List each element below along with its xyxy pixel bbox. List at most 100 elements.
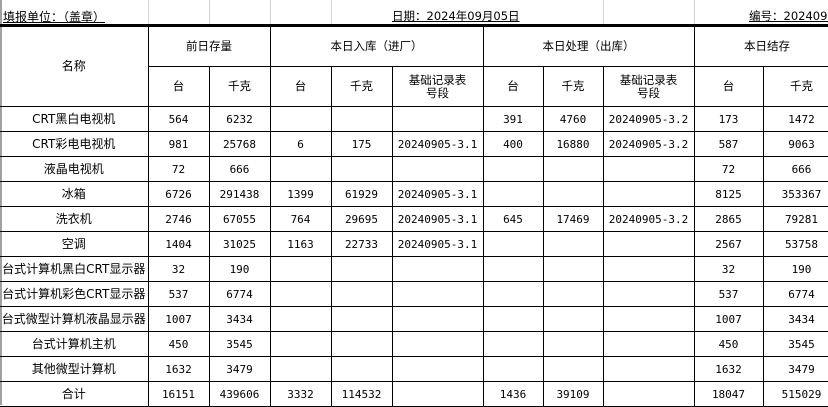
header-out-kg[interactable]: 千克 bbox=[542, 66, 604, 107]
cell-in-kg[interactable] bbox=[330, 106, 393, 132]
date-label[interactable]: 日期：2024年09月05日 bbox=[392, 9, 520, 23]
cell-close-kg[interactable]: 1472 bbox=[762, 106, 828, 132]
cell-prev-kg[interactable]: 190 bbox=[208, 256, 271, 282]
cell-prev-kg[interactable]: 3434 bbox=[208, 306, 271, 332]
cell-out-record-range[interactable]: 20240905-3.2 bbox=[602, 131, 695, 157]
cell-out-record-range[interactable] bbox=[602, 156, 695, 182]
cell-close-units[interactable]: 2865 bbox=[693, 206, 764, 232]
cell-out-kg[interactable]: 39109 bbox=[542, 381, 604, 407]
cell-out-units[interactable] bbox=[482, 156, 544, 182]
cell-close-kg[interactable]: 9063 bbox=[762, 131, 828, 157]
row-name-cell[interactable]: CRT彩电电视机 bbox=[0, 131, 149, 157]
cell-in-kg[interactable] bbox=[330, 331, 393, 357]
cell-prev-units[interactable]: 981 bbox=[147, 131, 210, 157]
cell-out-units[interactable] bbox=[482, 331, 544, 357]
cell-in-record-range[interactable]: 20240905-3.1 bbox=[391, 131, 484, 157]
cell-in-kg[interactable] bbox=[330, 356, 393, 382]
cell-out-kg[interactable] bbox=[542, 256, 604, 282]
cell-out-record-range[interactable] bbox=[602, 306, 695, 332]
header-out-units[interactable]: 台 bbox=[482, 66, 544, 107]
cell-prev-units[interactable]: 32 bbox=[147, 256, 210, 282]
header-in-units[interactable]: 台 bbox=[269, 66, 332, 107]
cell-in-units[interactable] bbox=[269, 156, 332, 182]
cell-out-units[interactable] bbox=[482, 231, 544, 257]
cell-in-record-range[interactable] bbox=[391, 281, 484, 307]
cell-out-kg[interactable]: 4760 bbox=[542, 106, 604, 132]
cell-close-units[interactable]: 537 bbox=[693, 281, 764, 307]
cell-out-units[interactable]: 400 bbox=[482, 131, 544, 157]
cell-prev-units[interactable]: 450 bbox=[147, 331, 210, 357]
cell-in-units[interactable]: 764 bbox=[269, 206, 332, 232]
cell-out-kg[interactable]: 17469 bbox=[542, 206, 604, 232]
cell-prev-units[interactable]: 72 bbox=[147, 156, 210, 182]
cell-in-kg[interactable] bbox=[330, 281, 393, 307]
cell-close-units[interactable]: 173 bbox=[693, 106, 764, 132]
header-name[interactable]: 名称 bbox=[0, 26, 149, 107]
cell-close-kg[interactable]: 53758 bbox=[762, 231, 828, 257]
cell-prev-kg[interactable]: 291438 bbox=[208, 181, 271, 207]
cell-prev-kg[interactable]: 25768 bbox=[208, 131, 271, 157]
unit-label[interactable]: 填报单位：（盖章） bbox=[3, 10, 106, 24]
cell-out-units[interactable] bbox=[482, 356, 544, 382]
cell-close-units[interactable]: 587 bbox=[693, 131, 764, 157]
row-name-cell[interactable]: 台式计算机黑白CRT显示器 bbox=[0, 256, 149, 282]
header-close-kg[interactable]: 千克 bbox=[762, 66, 828, 107]
cell-prev-units[interactable]: 16151 bbox=[147, 381, 210, 407]
cell-out-units[interactable] bbox=[482, 281, 544, 307]
row-name-cell[interactable]: 洗衣机 bbox=[0, 206, 149, 232]
cell-close-units[interactable]: 2567 bbox=[693, 231, 764, 257]
cell-close-kg[interactable]: 190 bbox=[762, 256, 828, 282]
cell-out-kg[interactable] bbox=[542, 356, 604, 382]
row-name-cell[interactable]: 空调 bbox=[0, 231, 149, 257]
cell-prev-kg[interactable]: 666 bbox=[208, 156, 271, 182]
cell-out-units[interactable]: 645 bbox=[482, 206, 544, 232]
cell-in-units[interactable] bbox=[269, 281, 332, 307]
cell-in-units[interactable]: 1163 bbox=[269, 231, 332, 257]
row-name-cell[interactable]: 台式计算机主机 bbox=[0, 331, 149, 357]
cell-out-units[interactable] bbox=[482, 306, 544, 332]
cell-close-units[interactable]: 72 bbox=[693, 156, 764, 182]
cell-close-units[interactable]: 18047 bbox=[693, 381, 764, 407]
cell-prev-units[interactable]: 537 bbox=[147, 281, 210, 307]
cell-close-units[interactable]: 1007 bbox=[693, 306, 764, 332]
cell-out-units[interactable] bbox=[482, 181, 544, 207]
cell-in-record-range[interactable] bbox=[391, 256, 484, 282]
cell-out-kg[interactable] bbox=[542, 306, 604, 332]
cell-in-units[interactable] bbox=[269, 331, 332, 357]
cell-close-units[interactable]: 8125 bbox=[693, 181, 764, 207]
cell-out-record-range[interactable] bbox=[602, 281, 695, 307]
cell-in-record-range[interactable]: 20240905-3.1 bbox=[391, 206, 484, 232]
header-prev-kg[interactable]: 千克 bbox=[208, 66, 271, 107]
cell-close-units[interactable]: 1632 bbox=[693, 356, 764, 382]
header-prev-units[interactable]: 台 bbox=[147, 66, 210, 107]
cell-in-units[interactable]: 1399 bbox=[269, 181, 332, 207]
cell-out-kg[interactable] bbox=[542, 156, 604, 182]
cell-out-kg[interactable]: 16880 bbox=[542, 131, 604, 157]
row-name-cell[interactable]: 液晶电视机 bbox=[0, 156, 149, 182]
cell-in-record-range[interactable] bbox=[391, 306, 484, 332]
cell-in-units[interactable] bbox=[269, 356, 332, 382]
cell-in-record-range[interactable] bbox=[391, 381, 484, 407]
cell-out-units[interactable] bbox=[482, 256, 544, 282]
cell-prev-units[interactable]: 6726 bbox=[147, 181, 210, 207]
cell-out-kg[interactable] bbox=[542, 281, 604, 307]
header-in-kg[interactable]: 千克 bbox=[330, 66, 393, 107]
row-name-cell[interactable]: CRT黑白电视机 bbox=[0, 106, 149, 132]
cell-prev-units[interactable]: 1632 bbox=[147, 356, 210, 382]
cell-out-record-range[interactable] bbox=[602, 256, 695, 282]
cell-close-kg[interactable]: 666 bbox=[762, 156, 828, 182]
row-name-cell[interactable]: 台式计算机彩色CRT显示器 bbox=[0, 281, 149, 307]
cell-in-kg[interactable]: 22733 bbox=[330, 231, 393, 257]
cell-out-kg[interactable] bbox=[542, 181, 604, 207]
cell-in-kg[interactable]: 61929 bbox=[330, 181, 393, 207]
cell-out-record-range[interactable] bbox=[602, 331, 695, 357]
cell-in-record-range[interactable]: 20240905-3.1 bbox=[391, 181, 484, 207]
cell-out-units[interactable]: 1436 bbox=[482, 381, 544, 407]
row-name-cell[interactable]: 冰箱 bbox=[0, 181, 149, 207]
cell-in-kg[interactable] bbox=[330, 156, 393, 182]
cell-in-record-range[interactable]: 20240905-3.1 bbox=[391, 231, 484, 257]
cell-close-kg[interactable]: 79281 bbox=[762, 206, 828, 232]
number-label[interactable]: 编号：20240905 bbox=[749, 9, 828, 23]
cell-prev-units[interactable]: 1404 bbox=[147, 231, 210, 257]
row-name-cell[interactable]: 合计 bbox=[0, 381, 149, 407]
